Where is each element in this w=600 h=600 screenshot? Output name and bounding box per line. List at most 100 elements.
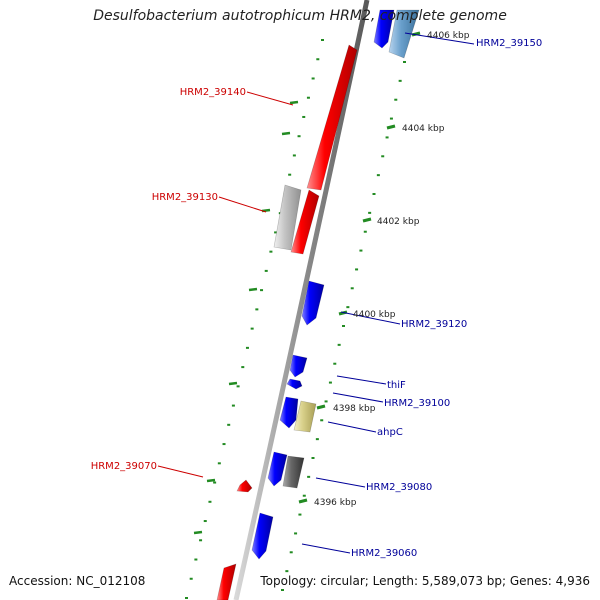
leader-hrm2-39070 xyxy=(157,465,204,478)
guide-dot xyxy=(376,174,380,177)
gene-label-hrm2-39140[interactable]: HRM2_39140 xyxy=(180,87,246,98)
tick-marks xyxy=(193,31,421,535)
gene-label-hrm2-39070[interactable]: HRM2_39070 xyxy=(91,461,157,472)
tick-label: 4404 kbp xyxy=(402,124,445,134)
guide-dot xyxy=(185,597,188,599)
minor-tick-mark xyxy=(281,131,291,136)
leader-hrm2-39100 xyxy=(332,392,384,403)
guide-dot xyxy=(294,532,298,535)
guide-dot xyxy=(381,155,385,158)
gene-feature-hrm2-39080[interactable] xyxy=(267,451,288,487)
guide-dot xyxy=(236,385,240,388)
leader-hrm2-39130 xyxy=(218,196,267,213)
map-title: Desulfobacterium autotrophicum HRM2, com… xyxy=(93,8,507,24)
leader-hrm2-39140 xyxy=(246,91,294,106)
guide-dot xyxy=(307,475,311,478)
gene-label-hrm2-39080[interactable]: HRM2_39080 xyxy=(366,482,432,493)
minor-tick-mark xyxy=(289,100,299,105)
guide-dot xyxy=(315,438,319,441)
guide-dot xyxy=(328,381,332,384)
guide-dot xyxy=(292,154,296,157)
guide-dot xyxy=(297,135,301,138)
guide-dot xyxy=(298,513,302,516)
genome-backbone xyxy=(233,0,370,600)
leader-hrm2-39080 xyxy=(315,477,366,488)
gene-label-hrm2-39150[interactable]: HRM2_39150 xyxy=(476,38,542,49)
gene-feature-hrm2-39150-steel[interactable] xyxy=(388,9,420,59)
leader-hrm2-39060 xyxy=(301,543,351,554)
guide-dot xyxy=(288,173,292,176)
guide-dot xyxy=(346,306,350,309)
gene-label-ahpc[interactable]: ahpC xyxy=(377,427,403,438)
guide-dot xyxy=(274,231,278,234)
guide-dot xyxy=(302,115,306,118)
guide-dot xyxy=(289,551,293,554)
guide-dot xyxy=(368,211,372,214)
guide-dot xyxy=(385,136,389,139)
guide-dot xyxy=(389,117,393,120)
accession-text: Accession: NC_012108 xyxy=(9,574,146,588)
tick-label: 4402 kbp xyxy=(377,217,420,227)
gene-feature-dark[interactable] xyxy=(282,455,305,489)
gene-feature-hrm2-39060[interactable] xyxy=(251,512,274,560)
minor-tick-mark xyxy=(228,381,238,386)
genome-summary-text: Topology: circular; Length: 5,589,073 bp… xyxy=(260,574,590,588)
gene-feature-hrm2-39130[interactable] xyxy=(290,189,320,255)
guide-dot xyxy=(355,268,359,271)
label-leader-lines xyxy=(157,32,475,554)
guide-dot xyxy=(245,346,249,349)
guide-dot xyxy=(321,39,324,41)
guide-dot xyxy=(311,457,315,459)
leader-hrm2-39150 xyxy=(404,32,475,45)
tick-mark xyxy=(316,404,326,410)
guide-dot xyxy=(281,589,284,591)
gene-feature-hrm2-39070[interactable] xyxy=(236,479,253,493)
guide-dot xyxy=(324,400,328,403)
guide-dot xyxy=(194,558,198,561)
gene-label-hrm2-39120[interactable]: HRM2_39120 xyxy=(401,319,467,330)
guide-dot xyxy=(333,362,337,365)
guide-dot xyxy=(394,98,398,101)
tick-label: 4398 kbp xyxy=(333,404,376,414)
guide-dot xyxy=(372,193,376,195)
guide-dot xyxy=(337,343,341,346)
gene-feature-hrm2-39100-small[interactable] xyxy=(286,378,303,390)
guide-dot xyxy=(203,520,207,523)
guide-dot xyxy=(189,577,193,580)
dotted-guide-lines xyxy=(185,39,406,599)
minor-tick-mark xyxy=(206,478,216,483)
guide-dot xyxy=(255,308,259,311)
gene-feature-grey[interactable] xyxy=(273,184,302,251)
leader-ahpc xyxy=(327,421,377,433)
tick-mark xyxy=(298,498,308,504)
guide-dot xyxy=(311,77,315,80)
tick-mark xyxy=(386,124,396,130)
tick-label: 4396 kbp xyxy=(314,498,357,508)
guide-dot xyxy=(260,289,264,292)
guide-dot xyxy=(320,419,324,422)
guide-dot xyxy=(250,327,254,330)
gene-label-hrm2-39060[interactable]: HRM2_39060 xyxy=(351,548,417,559)
guide-dot xyxy=(363,230,367,233)
guide-dot xyxy=(403,61,406,63)
gene-feature-ahpc-khaki[interactable] xyxy=(293,400,317,433)
guide-dot xyxy=(398,79,402,82)
gene-label-hrm2-39100[interactable]: HRM2_39100 xyxy=(384,398,450,409)
guide-dot xyxy=(222,443,226,446)
gene-label-thif[interactable]: thiF xyxy=(387,380,406,391)
gene-label-hrm2-39130[interactable]: HRM2_39130 xyxy=(152,192,218,203)
gene-feature-hrm2-39150[interactable] xyxy=(373,9,395,49)
guide-dot xyxy=(359,249,363,252)
gene-feature-hrm2-39100[interactable] xyxy=(279,396,299,429)
gene-features xyxy=(216,9,420,600)
gene-feature-hrm2-39140[interactable] xyxy=(306,44,358,191)
guide-dot xyxy=(269,250,273,253)
gene-feature-bottom-red[interactable] xyxy=(216,563,237,600)
leader-hrm2-39120 xyxy=(340,311,401,325)
tick-label: 4406 kbp xyxy=(427,31,470,41)
guide-dot xyxy=(213,481,217,484)
gene-feature-thif[interactable] xyxy=(289,354,308,378)
gene-feature-hrm2-39120[interactable] xyxy=(301,280,325,326)
